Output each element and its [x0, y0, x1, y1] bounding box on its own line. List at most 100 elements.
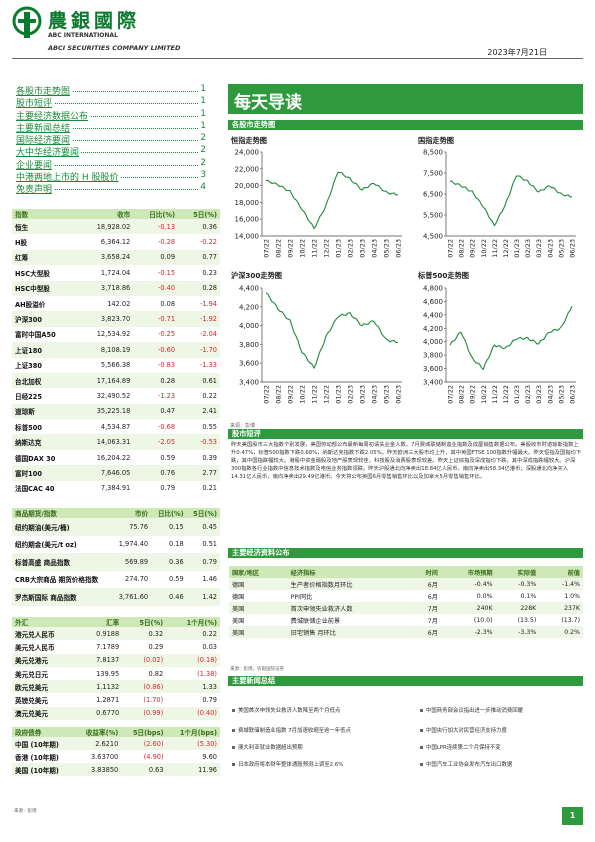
cell-value: 240K: [440, 602, 496, 614]
cell-value: 0.77: [178, 249, 220, 266]
cell-value: 0.22: [166, 627, 220, 641]
cell-value: -0.71: [133, 311, 179, 327]
x-tick-label: 04/23: [371, 239, 379, 258]
y-tick-label: 8,500: [423, 149, 443, 157]
column-header: 5日(%): [186, 508, 220, 518]
toc-item[interactable]: 企业要闻 2: [16, 157, 206, 171]
cell-value: 0.51: [202, 540, 217, 549]
toc-item[interactable]: 大中华经济要闻 2: [16, 145, 206, 158]
x-tick-label: 02/23: [347, 239, 355, 258]
x-tick-label: 12/22: [323, 385, 331, 404]
row-label: 纽约期金(美元/t oz): [15, 541, 77, 550]
x-tick-label: 09/22: [287, 385, 295, 404]
cell-value: 0.6770: [79, 706, 123, 721]
cell-value: -0.3%: [495, 578, 540, 590]
toc-item[interactable]: 主要经济数据公布 1: [16, 108, 206, 121]
row-label: 台北加权: [12, 372, 78, 389]
news-item[interactable]: 澳大利亚就业数据超出预期: [232, 743, 303, 751]
table-row: 标普高盛 商品指数 569.89 0.36 0.79: [12, 553, 220, 571]
y-tick-label: 7,500: [423, 170, 443, 178]
cell-value: (4.90): [143, 752, 164, 761]
x-tick-label: 07/22: [263, 239, 271, 258]
section-bar-news: [228, 676, 583, 686]
y-tick-label: 4,200: [423, 325, 443, 333]
cell-value: 1,974.40: [118, 540, 149, 549]
table-row: 美元兑港元 7.8137 (0.02) (0.18): [12, 653, 220, 667]
cell-value: 0.28: [133, 372, 179, 389]
row-label: CRB大宗商品 期货价格指数: [15, 576, 99, 585]
column-header: 指数: [12, 209, 78, 219]
table-row: CRB大宗商品 期货价格指数 274.70 0.59 1.46: [12, 571, 220, 589]
toc-item[interactable]: 国际经济要闻 2: [16, 133, 206, 146]
x-tick-label: 01/23: [335, 239, 343, 258]
cell-value: 75.76: [111, 518, 152, 536]
y-tick-label: 20,000: [235, 182, 260, 190]
x-tick-label: 10/22: [480, 239, 488, 258]
table-row: 纽约期金(美元/t oz) 1,974.40 0.18 0.51: [12, 536, 220, 554]
news-item[interactable]: 日本政府将本财年整体通胀预测上调至2.6%: [232, 760, 343, 768]
cell-value: 14,063.31: [77, 434, 134, 450]
section-title-charts: 各股市走势图: [232, 120, 276, 129]
cell-value: -0.13: [133, 219, 179, 235]
cell-value: 8,108.19: [77, 342, 134, 358]
x-tick-label: 01/23: [513, 385, 521, 404]
cell-value: -3.3%: [495, 626, 540, 638]
column-header: 政府债券: [12, 727, 74, 737]
news-item[interactable]: 中国汽车工业协会发布汽车出口数据: [420, 760, 512, 768]
table-row: 红筹 3,658.24 0.09 0.77: [12, 249, 220, 266]
row-label: 香港 (10年期): [15, 753, 59, 762]
cell-value: 11.96: [166, 763, 220, 776]
cell-value: -1.4%: [539, 578, 583, 590]
cell-value: 6,364.12: [100, 238, 131, 247]
cell-value: (2.60): [121, 737, 167, 750]
x-tick-label: 10/22: [299, 239, 307, 258]
csi300-chart: 4,400 4,200 4,000 3,800 3,600 3,400 07/22 08/22…: [239, 285, 403, 404]
cell-value: 德国: [229, 578, 288, 590]
news-item[interactable]: 中国LPR连续第二个月保持不变: [420, 743, 501, 751]
table-row: 德国DAX 30 16,204.22 0.59 0.39: [12, 450, 220, 465]
table-row: 英镑兑美元 1.2871 (1.70) 0.79: [12, 693, 220, 706]
toc-item[interactable]: 免责声明 4: [16, 182, 206, 195]
cell-value: (13.7): [561, 616, 580, 624]
toc-item[interactable]: 中港两地上市的 H 股股价 3: [16, 170, 206, 183]
news-item[interactable]: 费城联储制造业指数 7月加速收缩至逾一年低点: [232, 726, 351, 734]
cell-value: 0.55: [202, 422, 217, 431]
cell-value: 7月: [408, 602, 441, 614]
table-row: 欧元兑美元 1.1132 (0.86) 1.33: [12, 680, 220, 694]
row-label: 港元兑人民币: [12, 627, 80, 641]
cell-value: 3,761.60: [111, 588, 152, 606]
x-tick-label: 02/23: [347, 385, 355, 404]
x-tick-label: 12/22: [323, 239, 331, 258]
toc-item[interactable]: 各股市走势图 1: [16, 84, 206, 97]
econ-data-table: 国家/地区 经济指标 时间 市场预期 实际值 前值 德国 生产者价格指数月环比 6月 -0.4% -…: [229, 566, 583, 638]
cell-value: (1.70): [143, 696, 164, 705]
x-tick-label: 05/23: [383, 385, 391, 404]
cell-value: 0.36: [178, 219, 220, 235]
cell-value: (5.30): [166, 737, 220, 750]
news-item[interactable]: 中国央行加大对民营经济支持力度: [420, 726, 507, 734]
brand-name-en: ABC INTERNATIONAL: [48, 32, 118, 39]
row-label: 美元兑港元: [12, 653, 80, 667]
cell-value: 0.08: [160, 299, 176, 308]
cell-value: 0.46: [151, 588, 187, 606]
toc-item[interactable]: 股市短评 1: [16, 96, 206, 109]
toc-item[interactable]: 主要新闻总结 1: [16, 120, 206, 134]
series-line: [449, 175, 573, 227]
row-label: 恒生: [12, 219, 78, 235]
y-tick-label: 3,400: [239, 379, 259, 387]
cell-value: -2.05: [133, 434, 179, 450]
news-item[interactable]: 美国首次申领失业救济人数降至两个月低点: [232, 706, 340, 714]
row-label: 上证180: [12, 342, 78, 358]
cell-value: -1.94: [199, 299, 217, 308]
x-tick-label: 11/22: [311, 239, 319, 258]
cell-value: 1.2871: [96, 696, 120, 705]
table-row: 道琼斯 35,225.18 0.47 2.41: [12, 403, 220, 420]
page-number: 1: [562, 807, 583, 825]
news-item[interactable]: 中国商务部会议指出进一步推动消费回暖: [420, 706, 523, 714]
cell-value: 3,823.70: [77, 311, 134, 327]
x-tick-label: 12/22: [502, 385, 510, 404]
cell-value: 0.79: [202, 696, 217, 705]
row-label: 美元兑人民币: [15, 643, 55, 652]
x-tick-label: 06/23: [395, 385, 403, 404]
section-title-econ: 主要经济资料公布: [232, 548, 290, 557]
